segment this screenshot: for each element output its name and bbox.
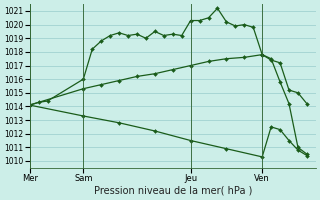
X-axis label: Pression niveau de la mer( hPa ): Pression niveau de la mer( hPa ) [93, 186, 252, 196]
